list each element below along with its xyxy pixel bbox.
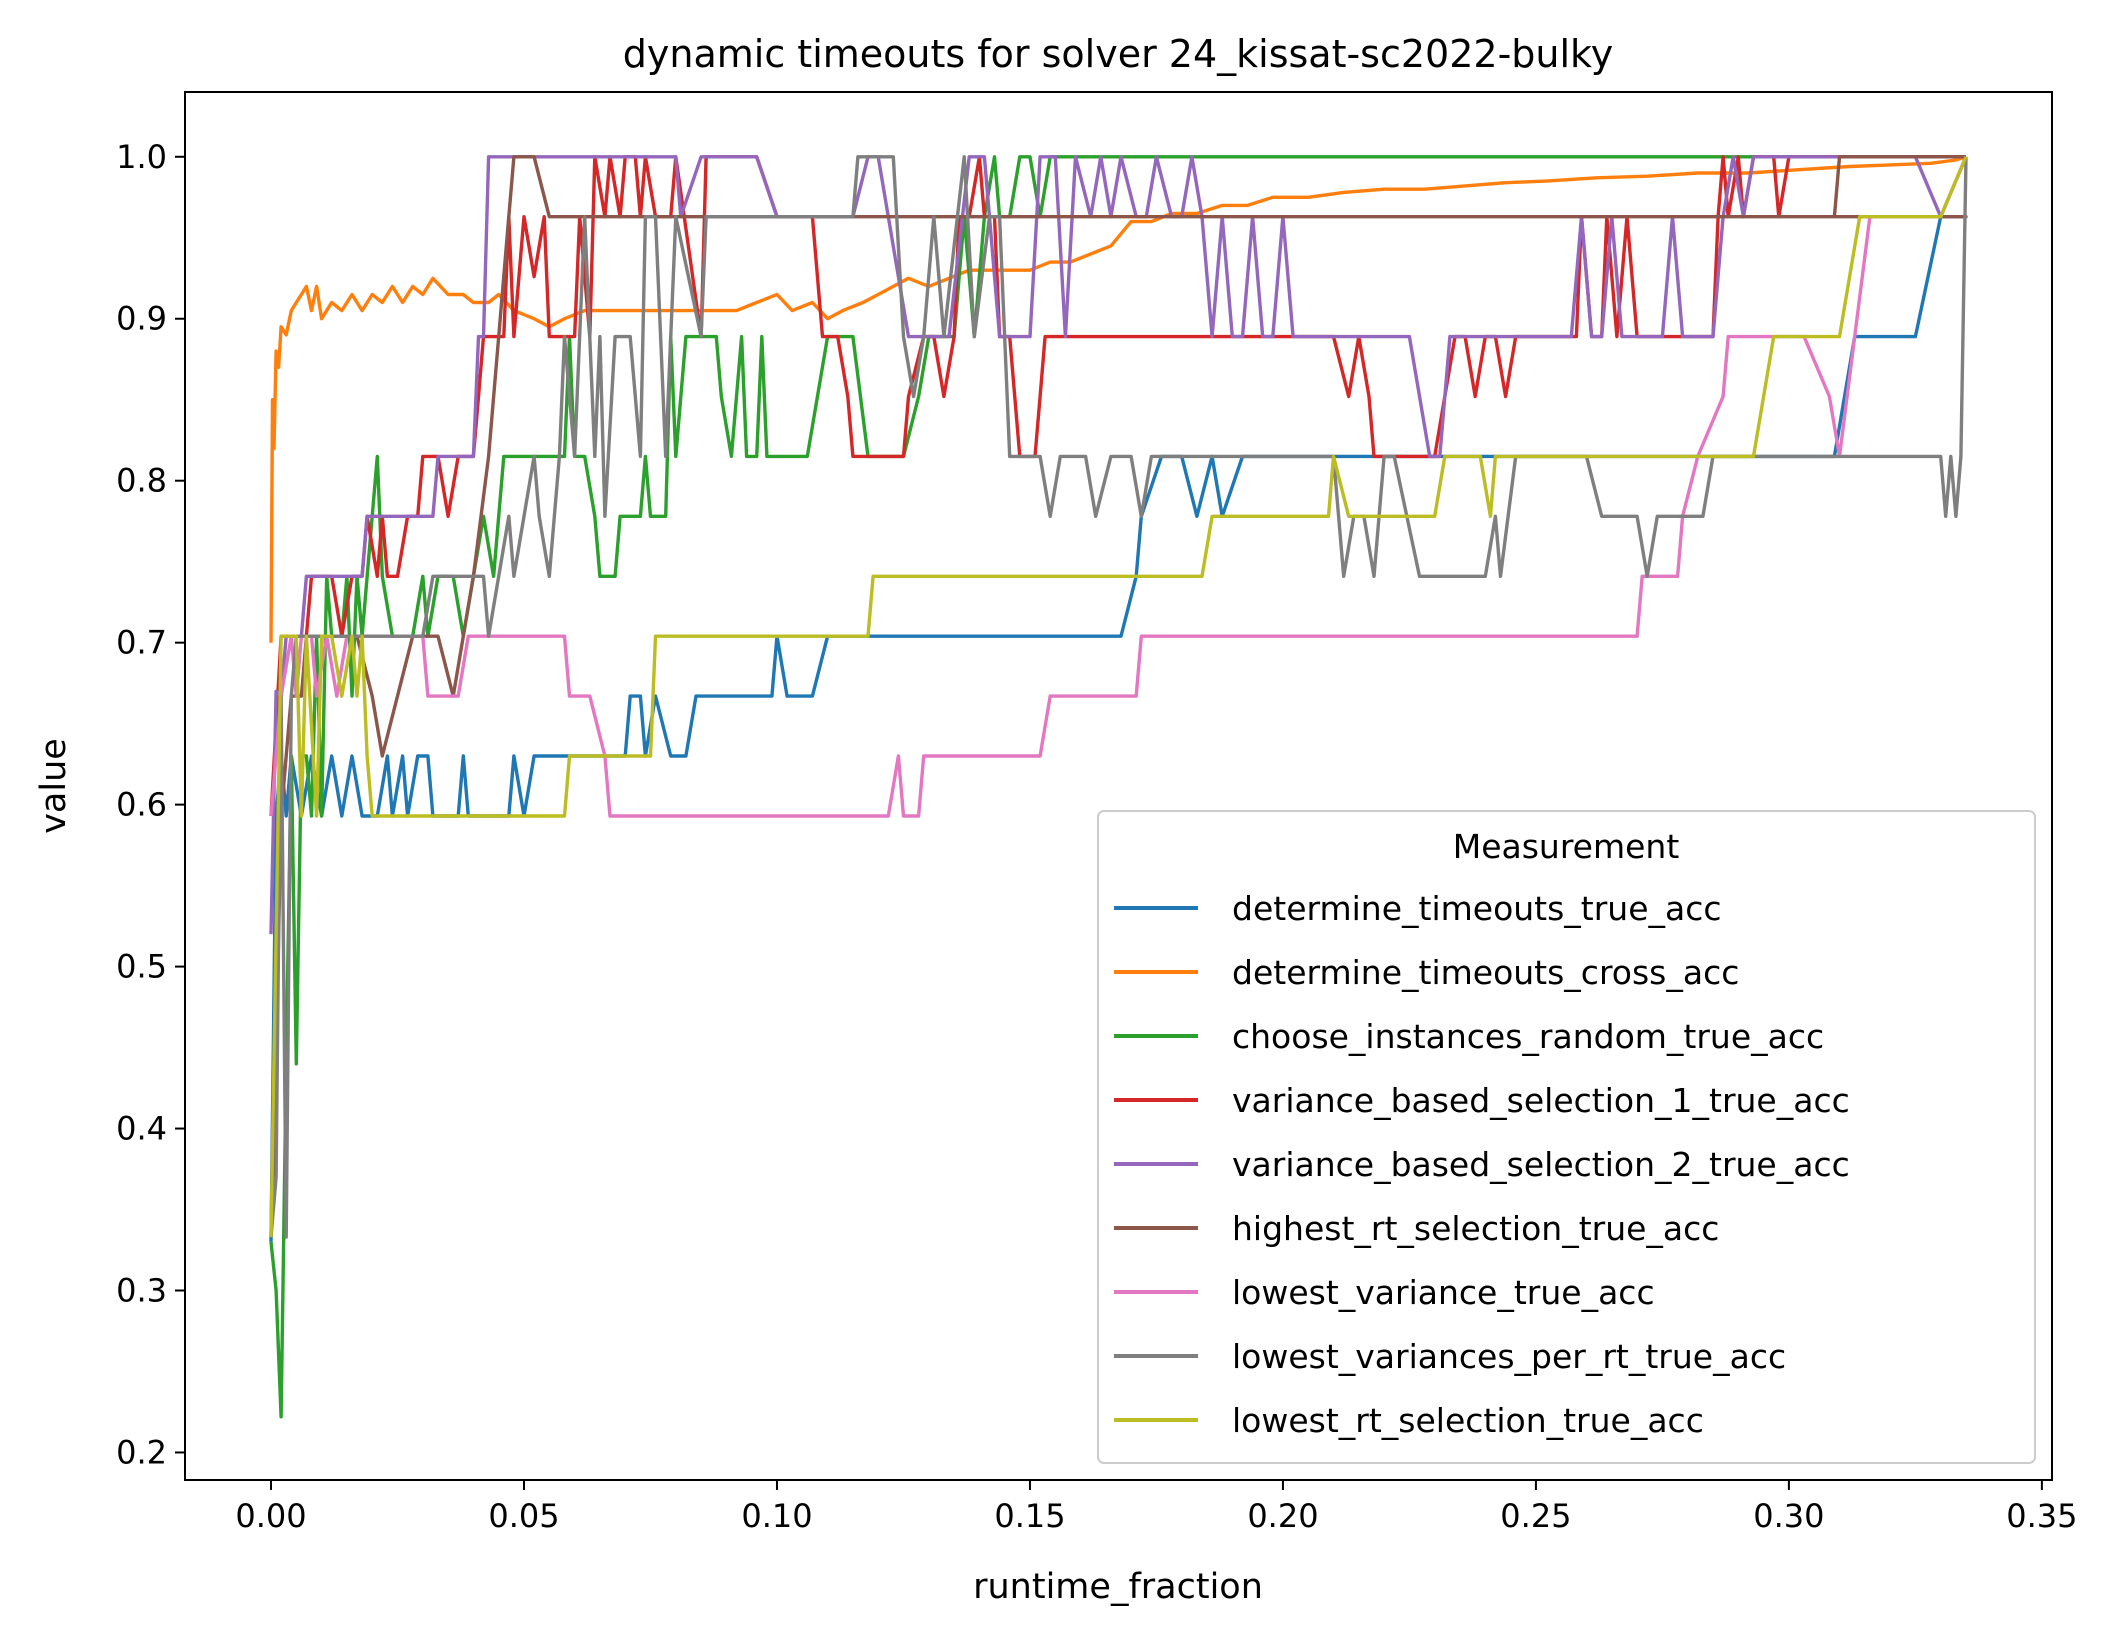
legend-item: determine_timeouts_true_acc — [1114, 889, 1722, 928]
y-tick-label: 0.7 — [116, 624, 167, 662]
legend-label: choose_instances_random_true_acc — [1232, 1017, 1824, 1056]
x-tick-label: 0.30 — [1753, 1497, 1824, 1535]
series-line-lowest_rt_selection_true_acc — [269, 156, 1968, 1238]
legend-box — [1097, 810, 2036, 1464]
x-tick-label: 0.20 — [1247, 1497, 1318, 1535]
legend-items: determine_timeouts_true_acc determine_tim… — [1114, 889, 1850, 1440]
legend-label: determine_timeouts_cross_acc — [1232, 953, 1739, 992]
legend-item: choose_instances_random_true_acc — [1114, 1017, 1824, 1056]
legend-label: variance_based_selection_2_true_acc — [1232, 1145, 1850, 1184]
y-tick-label: 0.6 — [116, 786, 167, 824]
x-tick-label: 0.00 — [235, 1497, 306, 1535]
legend-item: highest_rt_selection_true_acc — [1114, 1209, 1719, 1248]
y-tick-label: 0.3 — [116, 1272, 167, 1310]
y-tick-label: 0.5 — [116, 948, 167, 986]
y-tick-label: 0.9 — [116, 300, 167, 338]
legend: Measurement determine_timeouts_true_accd… — [1097, 810, 2036, 1464]
legend-label: determine_timeouts_true_acc — [1232, 889, 1722, 928]
legend-item: lowest_variance_true_acc — [1114, 1273, 1655, 1312]
x-axis-label: runtime_fraction — [973, 1567, 1263, 1607]
y-axis: 0.2 0.3 0.4 0.5 0.6 0.7 0.8 0.9 1.0 — [116, 138, 185, 1471]
legend-item: variance_based_selection_1_true_acc — [1114, 1081, 1850, 1120]
y-tick-label: 0.4 — [116, 1110, 167, 1148]
series-line-variance_based_selection_2_true_acc — [269, 155, 1968, 935]
legend-item: lowest_variances_per_rt_true_acc — [1114, 1337, 1786, 1376]
legend-label: lowest_variance_true_acc — [1232, 1273, 1655, 1312]
series-layer — [269, 155, 1968, 1419]
legend-label: lowest_rt_selection_true_acc — [1232, 1401, 1704, 1440]
plot-frame — [184, 91, 2053, 1481]
y-tick-label: 1.0 — [116, 138, 167, 176]
legend-item: determine_timeouts_cross_acc — [1114, 953, 1739, 992]
x-tick-label: 0.10 — [741, 1497, 812, 1535]
series-line-determine_timeouts_cross_acc — [269, 155, 1967, 643]
x-tick-label: 0.35 — [2006, 1497, 2077, 1535]
legend-label: variance_based_selection_1_true_acc — [1232, 1081, 1850, 1120]
legend-item: lowest_rt_selection_true_acc — [1114, 1401, 1704, 1440]
y-tick-label: 0.8 — [116, 462, 167, 500]
legend-label: lowest_variances_per_rt_true_acc — [1232, 1337, 1786, 1376]
x-tick-label: 0.15 — [994, 1497, 1065, 1535]
legend-label: highest_rt_selection_true_acc — [1232, 1209, 1719, 1248]
x-axis: 0.00 0.05 0.10 0.15 0.20 0.25 0.30 0.35 — [235, 1480, 2078, 1535]
series-line-lowest_variances_per_rt_true_acc — [269, 155, 1968, 1239]
legend-title: Measurement — [1453, 827, 1680, 866]
chart-title: dynamic timeouts for solver 24_kissat-sc… — [623, 32, 1613, 76]
x-tick-label: 0.05 — [488, 1497, 559, 1535]
legend-item: variance_based_selection_2_true_acc — [1114, 1145, 1850, 1184]
y-tick-label: 0.2 — [116, 1433, 167, 1471]
y-axis-label: value — [34, 738, 74, 834]
x-tick-label: 0.25 — [1500, 1497, 1571, 1535]
